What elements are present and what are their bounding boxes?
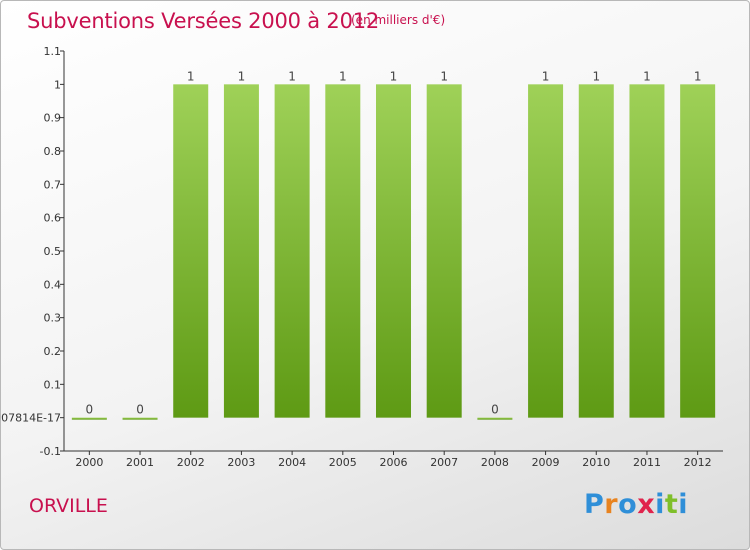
logo-letter: t	[664, 489, 679, 520]
y-tick-label: 1.1	[44, 45, 62, 58]
data-label-2002: 1	[187, 69, 195, 83]
x-tick-label: 2007	[430, 456, 458, 469]
x-tick-label: 2008	[481, 456, 509, 469]
x-tick-label: 2010	[582, 456, 610, 469]
bar-2006	[376, 84, 411, 418]
x-tick-label: 2004	[278, 456, 306, 469]
bar-2000	[71, 417, 107, 420]
data-label-2008: 0	[491, 403, 499, 417]
bar-2008	[477, 417, 513, 420]
logo-letter: P	[584, 489, 605, 520]
commune-name: ORVILLE	[29, 495, 108, 517]
data-label-2006: 1	[390, 69, 398, 83]
bar-2002	[173, 84, 209, 418]
data-label-2000: 0	[86, 403, 94, 417]
data-label-2010: 1	[592, 69, 600, 83]
y-tick-label: 0.4	[44, 278, 62, 291]
x-tick-label: 2009	[532, 456, 560, 469]
x-axis: 2000 2001 2002 2003 2004 2005 2006 2007 2008 2009…	[64, 450, 723, 469]
bar-2011	[629, 84, 665, 418]
data-label-2005: 1	[339, 69, 347, 83]
x-tick-label: 2005	[329, 456, 357, 469]
data-label-2011: 1	[643, 69, 651, 83]
bar-2003	[223, 84, 259, 418]
bar-series	[71, 84, 716, 420]
x-tick-label: 2001	[126, 456, 154, 469]
logo-letter: r	[604, 489, 619, 520]
y-tick-label: -0.1	[40, 445, 61, 458]
y-axis: -0.1 1.3877787807814E-17 0.1 0.2 0.3 0.4 0.5 0.…	[1, 45, 65, 458]
bar-2004	[274, 84, 310, 418]
y-tick-label: 0.2	[44, 345, 62, 358]
chart-title: Subventions Versées 2000 à 2012	[27, 9, 380, 33]
y-tick-label: 1	[54, 78, 61, 91]
data-label-2003: 1	[238, 69, 246, 83]
proxiti-logo[interactable]: Proxiti	[584, 489, 688, 520]
data-label-2004: 1	[288, 69, 296, 83]
x-tick-label: 2000	[75, 456, 103, 469]
bar-2005	[325, 84, 361, 418]
data-labels: 0 0 1 1 1 1 1 1 0 1 1 1 1	[86, 69, 702, 416]
logo-letter: i	[678, 489, 689, 520]
logo-letter: o	[618, 489, 638, 520]
x-tick-label: 2011	[633, 456, 661, 469]
data-label-2007: 1	[440, 69, 448, 83]
y-tick-label: 0.8	[44, 145, 62, 158]
data-label-2009: 1	[542, 69, 550, 83]
data-label-2012: 1	[694, 69, 702, 83]
logo-letter: i	[655, 489, 665, 520]
bar-2009	[528, 84, 564, 418]
x-tick-label: 2012	[684, 456, 712, 469]
bar-2001	[122, 417, 158, 420]
y-tick-label: 0.9	[44, 112, 62, 125]
x-tick-label: 2006	[380, 456, 408, 469]
unit-label: (en milliers d'€)	[351, 13, 446, 27]
x-tick-label: 2003	[227, 456, 255, 469]
y-tick-label: 1.3877787807814E-17	[1, 412, 61, 425]
bar-2007	[426, 84, 462, 418]
x-tick-label: 2002	[177, 456, 205, 469]
logo-letter: x	[637, 489, 656, 520]
bar-2012	[680, 84, 716, 418]
y-tick-label: 0.1	[44, 378, 62, 391]
y-tick-label: 0.5	[44, 245, 62, 258]
y-tick-label: 0.3	[44, 312, 62, 325]
y-tick-label: 0.7	[44, 178, 62, 191]
y-tick-label: 0.6	[44, 212, 62, 225]
bar-2010	[578, 84, 614, 418]
data-label-2001: 0	[136, 403, 144, 417]
